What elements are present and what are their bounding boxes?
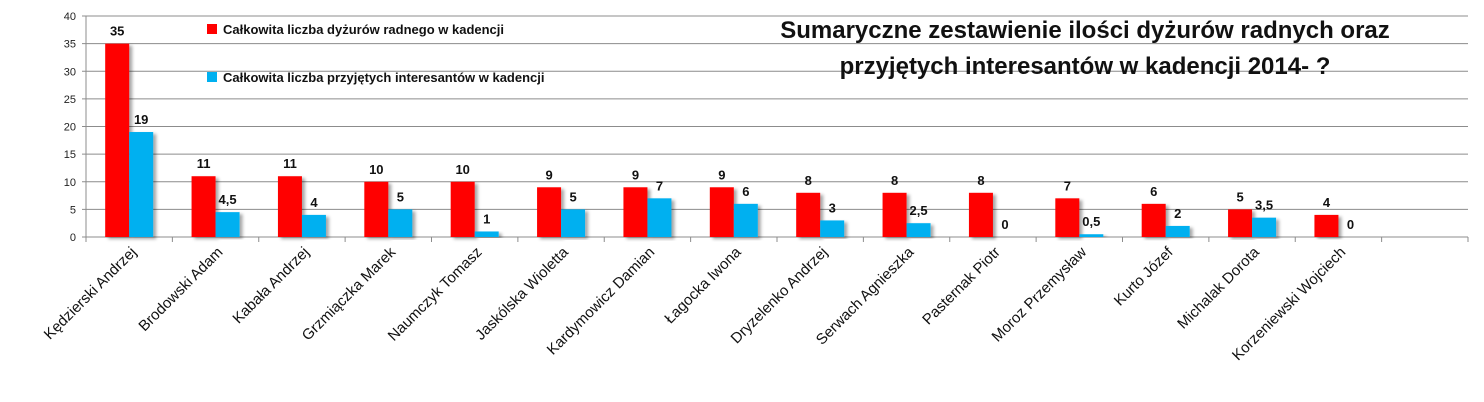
data-label-series-2: 6 <box>742 184 749 199</box>
bar-series-2 <box>1079 234 1104 237</box>
bar-series-2 <box>733 203 758 237</box>
data-label-series-2: 4 <box>310 195 318 210</box>
bar-series-1 <box>882 192 907 237</box>
y-axis-tick-label: 35 <box>64 39 76 51</box>
y-axis-tick-label: 5 <box>70 204 76 216</box>
x-axis-category-label: Pasternak Piotr <box>919 244 1004 329</box>
data-label-series-1: 9 <box>545 167 552 182</box>
bar-series-1 <box>796 192 821 237</box>
data-label-series-2: 0,5 <box>1082 214 1100 229</box>
legend-label-series-2: Całkowita liczba przyjętych interesantów… <box>223 70 545 85</box>
data-labels: 35 11 11 10 10 9 9 9 8 8 8 7 6 5 4 19 4,5 4 5 1 5 7 6 3 2,5 0 0,5 2… <box>110 24 1354 232</box>
bar-series-1 <box>364 181 389 237</box>
bar-series-2 <box>388 209 413 237</box>
x-axis-category-label: Naumczyk Tomasz <box>385 244 486 345</box>
x-axis-category-label: Jaskólska Wioletta <box>472 243 572 343</box>
chart-title-line-1: Sumaryczne zestawienie ilości dyżurów ra… <box>780 17 1390 44</box>
legend-swatch-series-1 <box>207 24 217 34</box>
bar-series-1 <box>277 176 302 237</box>
x-axis-category-label: Dryzelenko Andrzej <box>728 244 831 347</box>
x-axis-category-label: Serwach Agnieszka <box>813 243 918 348</box>
bar-series-2 <box>129 132 154 237</box>
y-axis-tick-label: 15 <box>64 149 76 161</box>
data-label-series-2: 5 <box>569 189 576 204</box>
data-label-series-1: 8 <box>977 173 984 188</box>
bars <box>105 43 1339 237</box>
data-label-series-2: 1 <box>483 211 490 226</box>
data-label-series-2: 4,5 <box>219 192 237 207</box>
bar-series-1 <box>623 187 648 237</box>
data-label-series-1: 8 <box>891 173 898 188</box>
data-label-series-2: 2,5 <box>910 203 928 218</box>
bar-series-2 <box>820 220 845 237</box>
data-label-series-2: 0 <box>1347 217 1354 232</box>
bar-series-1 <box>1055 198 1080 237</box>
data-label-series-1: 8 <box>805 173 812 188</box>
x-axis-category-label: Kabała Andrzej <box>229 244 312 327</box>
data-label-series-2: 19 <box>134 112 148 127</box>
bar-series-2 <box>301 214 326 237</box>
bar-series-2 <box>1252 217 1277 237</box>
chart-title-line-2: przyjętych interesantów w kadencji 2014-… <box>840 53 1331 80</box>
bar-series-2 <box>474 231 499 237</box>
bar-series-2 <box>215 212 240 237</box>
data-label-series-1: 6 <box>1150 184 1157 199</box>
x-axis-category-label: Grzmiączka Marek <box>299 243 400 344</box>
data-label-series-2: 3,5 <box>1255 198 1273 213</box>
data-label-series-2: 3 <box>829 200 836 215</box>
data-label-series-1: 9 <box>718 167 725 182</box>
x-axis-category-label: Moroz Przemysław <box>989 244 1091 346</box>
data-label-series-2: 7 <box>656 178 663 193</box>
legend: Całkowita liczba dyżurów radnego w kaden… <box>207 22 545 85</box>
x-axis-category-label: Kurto Józef <box>1111 243 1177 309</box>
chart-title: Sumaryczne zestawienie ilości dyżurów ra… <box>780 17 1390 80</box>
legend-swatch-series-2 <box>207 72 217 82</box>
bar-series-2 <box>906 223 931 237</box>
data-label-series-1: 35 <box>110 24 124 39</box>
x-axis-category-label: Brodowski Adam <box>135 244 226 335</box>
bar-series-1 <box>968 192 993 237</box>
data-label-series-1: 11 <box>283 156 297 171</box>
x-axis-category-label: Michalak Dorota <box>1174 243 1263 332</box>
data-label-series-2: 0 <box>1001 217 1008 232</box>
bar-series-1 <box>709 187 734 237</box>
bar-series-1 <box>450 181 475 237</box>
data-label-series-1: 9 <box>632 167 639 182</box>
y-axis-tick-labels: 0 5 10 15 20 25 30 35 40 <box>64 11 76 244</box>
bar-series-2 <box>1165 225 1190 237</box>
y-axis-tick-label: 20 <box>64 122 76 134</box>
bar-series-1 <box>1141 203 1166 237</box>
bar-series-1 <box>1314 214 1339 237</box>
data-label-series-1: 10 <box>369 162 383 177</box>
data-label-series-1: 5 <box>1236 189 1243 204</box>
data-label-series-1: 4 <box>1323 195 1331 210</box>
data-label-series-2: 2 <box>1174 206 1181 221</box>
x-axis-category-label: Łagocka Iwona <box>661 243 745 327</box>
y-axis-tick-label: 0 <box>70 232 76 244</box>
data-label-series-2: 5 <box>397 189 404 204</box>
y-axis-tick-label: 40 <box>64 11 76 23</box>
data-label-series-1: 11 <box>197 156 211 171</box>
bar-series-2 <box>561 209 586 237</box>
y-axis-tick-label: 10 <box>64 177 76 189</box>
y-axis-tick-label: 30 <box>64 66 76 78</box>
bar-series-2 <box>647 198 672 237</box>
legend-label-series-1: Całkowita liczba dyżurów radnego w kaden… <box>223 22 504 37</box>
bar-series-1 <box>537 187 562 237</box>
data-label-series-1: 10 <box>455 162 469 177</box>
x-axis-category-label: Kędzierski Andrzej <box>41 244 140 343</box>
bar-series-1 <box>105 43 130 237</box>
data-label-series-1: 7 <box>1064 178 1071 193</box>
bar-series-1 <box>1228 209 1253 237</box>
gridlines <box>86 15 1468 210</box>
bar-series-1 <box>191 176 216 237</box>
y-axis-tick-label: 25 <box>64 94 76 106</box>
